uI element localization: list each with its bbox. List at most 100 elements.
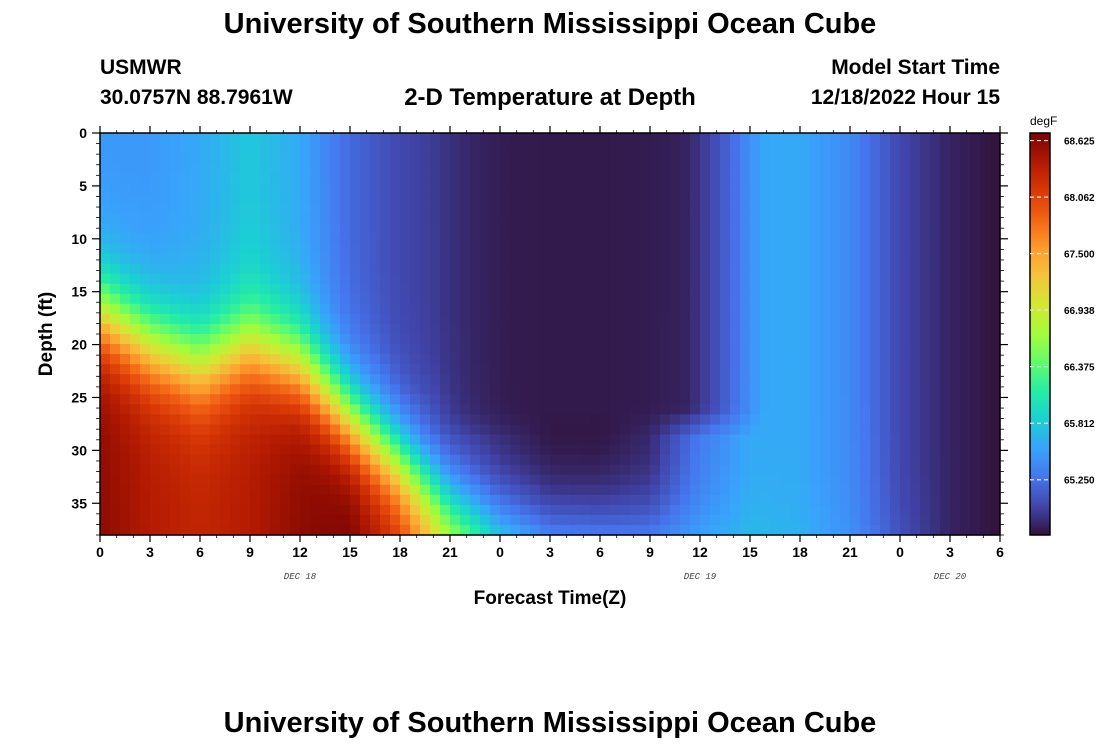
heatmap-cell <box>330 484 341 496</box>
heatmap-cell <box>830 183 841 194</box>
heatmap-cell <box>170 404 181 415</box>
heatmap-cell <box>150 313 161 325</box>
heatmap-cell <box>960 193 971 204</box>
heatmap-cell <box>860 484 871 496</box>
heatmap-cell <box>300 334 311 345</box>
heatmap-cell <box>610 153 621 164</box>
heatmap-cell <box>300 233 311 245</box>
heatmap-cell <box>820 263 831 275</box>
heatmap-cell <box>340 444 351 456</box>
heatmap-cell <box>350 494 361 506</box>
heatmap-cell <box>660 424 671 436</box>
heatmap-cell <box>540 153 551 164</box>
heatmap-cell <box>310 133 321 144</box>
heatmap-cell <box>930 193 941 204</box>
heatmap-cell <box>980 243 991 255</box>
heatmap-cell <box>890 384 901 395</box>
heatmap-cell <box>530 313 541 325</box>
heatmap-cell <box>860 474 871 486</box>
heatmap-cell <box>270 203 281 214</box>
heatmap-cell <box>820 313 831 325</box>
heatmap-cell <box>370 454 381 466</box>
heatmap-cell <box>300 153 311 164</box>
heatmap-cell <box>570 374 581 385</box>
heatmap-cell <box>760 233 771 245</box>
heatmap-cell <box>540 283 551 295</box>
heatmap-cell <box>680 273 691 285</box>
heatmap-cell <box>640 303 651 315</box>
heatmap-cell <box>360 444 371 456</box>
heatmap-cell <box>510 143 521 154</box>
heatmap-cell <box>410 464 421 476</box>
heatmap-cell <box>240 273 251 285</box>
heatmap-cell <box>340 313 351 325</box>
heatmap-cell <box>330 313 341 325</box>
heatmap-cell <box>670 334 681 345</box>
heatmap-cell <box>640 494 651 506</box>
heatmap-cell <box>550 344 561 355</box>
heatmap-cell <box>210 283 221 295</box>
heatmap-cell <box>650 374 661 385</box>
heatmap-cell <box>520 263 531 275</box>
heatmap-cell <box>110 524 121 536</box>
heatmap-cell <box>210 454 221 466</box>
heatmap-cell <box>880 293 891 305</box>
heatmap-cell <box>620 524 631 536</box>
heatmap-cell <box>910 253 921 265</box>
heatmap-cell <box>950 303 961 315</box>
heatmap-cell <box>650 253 661 265</box>
heatmap-cell <box>750 384 761 395</box>
heatmap-cell <box>210 263 221 275</box>
heatmap-cell <box>330 344 341 355</box>
heatmap-cell <box>770 133 781 144</box>
heatmap-cell <box>880 193 891 204</box>
heatmap-cell <box>530 484 541 496</box>
heatmap-cell <box>750 494 761 506</box>
heatmap-cell <box>570 193 581 204</box>
heatmap-cell <box>240 153 251 164</box>
heatmap-cell <box>420 384 431 395</box>
heatmap-cell <box>160 223 171 235</box>
heatmap-cell <box>220 133 231 144</box>
heatmap-cell <box>790 183 801 194</box>
heatmap-cell <box>540 323 551 335</box>
heatmap-cell <box>620 404 631 415</box>
heatmap-cell <box>290 454 301 466</box>
heatmap-cell <box>620 203 631 214</box>
heatmap-cell <box>970 313 981 325</box>
heatmap-cell <box>260 263 271 275</box>
heatmap-cell <box>450 354 461 365</box>
heatmap-cell <box>330 374 341 385</box>
heatmap-cell <box>800 414 811 426</box>
heatmap-cell <box>840 203 851 214</box>
heatmap-cell <box>450 464 461 476</box>
heatmap-cell <box>480 344 491 355</box>
heatmap-cell <box>680 514 691 526</box>
heatmap-cell <box>600 143 611 154</box>
heatmap-cell <box>650 183 661 194</box>
heatmap-cell <box>830 444 841 456</box>
heatmap-cell <box>290 384 301 395</box>
heatmap-cell <box>850 354 861 365</box>
heatmap-cell <box>650 504 661 516</box>
heatmap-cell <box>200 313 211 325</box>
heatmap-cell <box>920 233 931 245</box>
heatmap-cell <box>150 193 161 204</box>
heatmap-cell <box>160 404 171 415</box>
heatmap-cell <box>450 454 461 466</box>
heatmap-cell <box>330 444 341 456</box>
heatmap-cell <box>300 444 311 456</box>
heatmap-cell <box>310 193 321 204</box>
heatmap-cell <box>430 223 441 235</box>
heatmap-cell <box>110 283 121 295</box>
heatmap-cell <box>790 384 801 395</box>
heatmap-cell <box>470 424 481 436</box>
heatmap-cell <box>360 243 371 255</box>
heatmap-cell <box>680 394 691 405</box>
heatmap-cell <box>890 173 901 184</box>
heatmap-cell <box>970 183 981 194</box>
heatmap-cell <box>960 374 971 385</box>
heatmap-cell <box>760 163 771 174</box>
heatmap-cell <box>940 153 951 164</box>
heatmap-cell <box>470 193 481 204</box>
